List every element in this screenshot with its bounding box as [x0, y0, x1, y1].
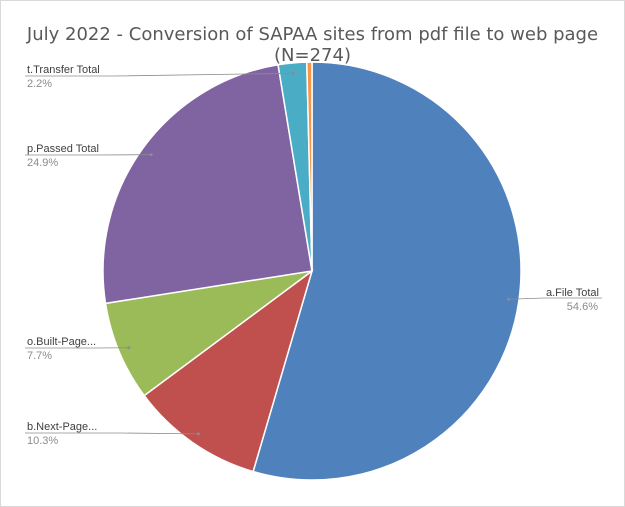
slice-label: t.Transfer Total: [27, 64, 100, 76]
leader-line: [508, 297, 602, 300]
leader-dot: [196, 432, 200, 436]
leader-dot: [507, 297, 511, 301]
chart-title: July 2022 - Conversion of SAPAA sites fr…: [26, 24, 599, 66]
pie-slice-p-passed-total: [102, 63, 313, 305]
slice-percent-label: 7.7%: [27, 350, 52, 362]
pie-slice-o-built-page: [104, 270, 313, 397]
slice-label: o.Built-Page...: [27, 336, 96, 348]
slice-percent-label: 54.6%: [567, 301, 598, 313]
leader-line: [25, 432, 199, 435]
slice-percent-label: 2.2%: [27, 78, 52, 90]
leader-line: [25, 72, 294, 77]
slice-label: a.File Total: [546, 287, 599, 299]
slice-percent-label: 24.9%: [27, 157, 58, 169]
leader-dot: [149, 153, 153, 157]
leader-dot: [291, 71, 295, 75]
pie-slice-b-next-page: [143, 269, 314, 473]
slice-label: b.Next-Page...: [27, 421, 97, 433]
leader-dot: [127, 346, 131, 350]
pie-slice-a-file-total: [252, 61, 522, 481]
slice-label: p.Passed Total: [27, 143, 99, 155]
pie-slice-small-slice: [305, 61, 313, 272]
slice-percent-label: 10.3%: [27, 435, 58, 447]
